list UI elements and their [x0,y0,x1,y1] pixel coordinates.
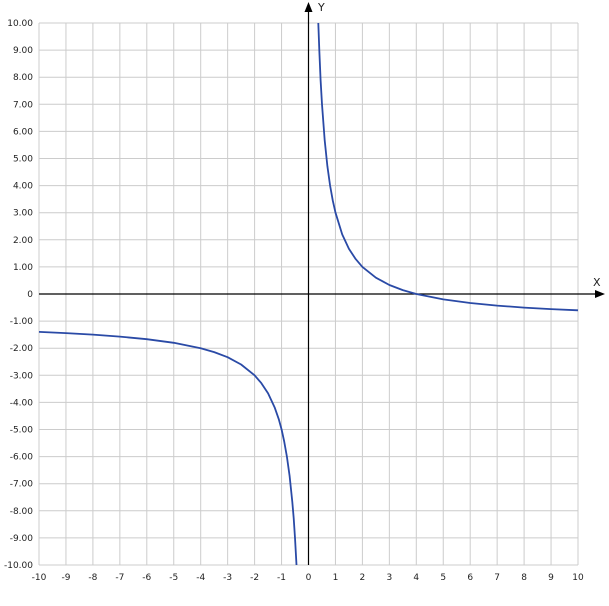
x-tick-label: -1 [277,573,286,583]
x-tick-label: 3 [386,573,392,583]
curve-branch [317,22,579,312]
y-tick-label: -9.00 [10,534,34,544]
y-tick-label: -6.00 [10,453,34,463]
y-tick-label: -8.00 [10,507,34,517]
x-tick-label: -6 [142,573,151,583]
x-tick-label: 2 [360,573,366,583]
y-axis-label: Y [317,1,325,14]
y-tick-label: 6.00 [13,127,33,137]
y-tick-label: 2.00 [13,236,33,246]
curve-branch [38,331,298,566]
y-tick-label: -1.00 [10,317,34,327]
x-tick-label: -9 [61,573,70,583]
y-tick-label: 1.00 [13,263,33,273]
y-tick-label: 0 [27,290,33,300]
y-tick-label: 5.00 [13,155,33,165]
x-tick-label: 5 [440,573,446,583]
y-tick-label: 4.00 [13,182,33,192]
x-tick-label: -5 [169,573,178,583]
x-tick-label: 6 [467,573,473,583]
x-tick-label: 1 [333,573,339,583]
y-tick-label: 3.00 [13,209,33,219]
y-tick-label: 10.00 [7,19,33,29]
x-tick-label: 0 [306,573,312,583]
y-tick-label: -2.00 [10,344,34,354]
x-tick-label: -2 [250,573,259,583]
y-tick-label: -3.00 [10,371,34,381]
x-tick-label: 10 [572,573,584,583]
x-tick-label: -10 [32,573,47,583]
x-tick-label: -7 [115,573,124,583]
x-tick-label: 4 [413,573,419,583]
tick-labels: -10 -9 -8 -7 -6 -5 -4 -3 -2 -1 0 1 2 3 4 5 6 7 8 9 1010.009.… [4,19,584,583]
y-tick-label: -10.00 [4,561,33,571]
x-axis-label: X [593,276,601,289]
x-tick-label: -3 [223,573,232,583]
y-tick-label: 7.00 [13,100,33,110]
y-tick-label: 9.00 [13,46,33,56]
y-axis-arrow-icon [304,2,313,12]
x-tick-label: 7 [494,573,500,583]
curves [38,22,579,566]
y-tick-label: -7.00 [10,480,34,490]
axes [39,2,605,565]
y-tick-label: -5.00 [10,426,34,436]
x-tick-label: 8 [521,573,527,583]
x-axis-arrow-icon [595,290,605,298]
y-tick-label: -4.00 [10,398,34,408]
x-tick-label: -4 [196,573,205,583]
y-tick-label: 8.00 [13,73,33,83]
x-tick-label: 9 [548,573,554,583]
x-tick-label: -8 [88,573,97,583]
